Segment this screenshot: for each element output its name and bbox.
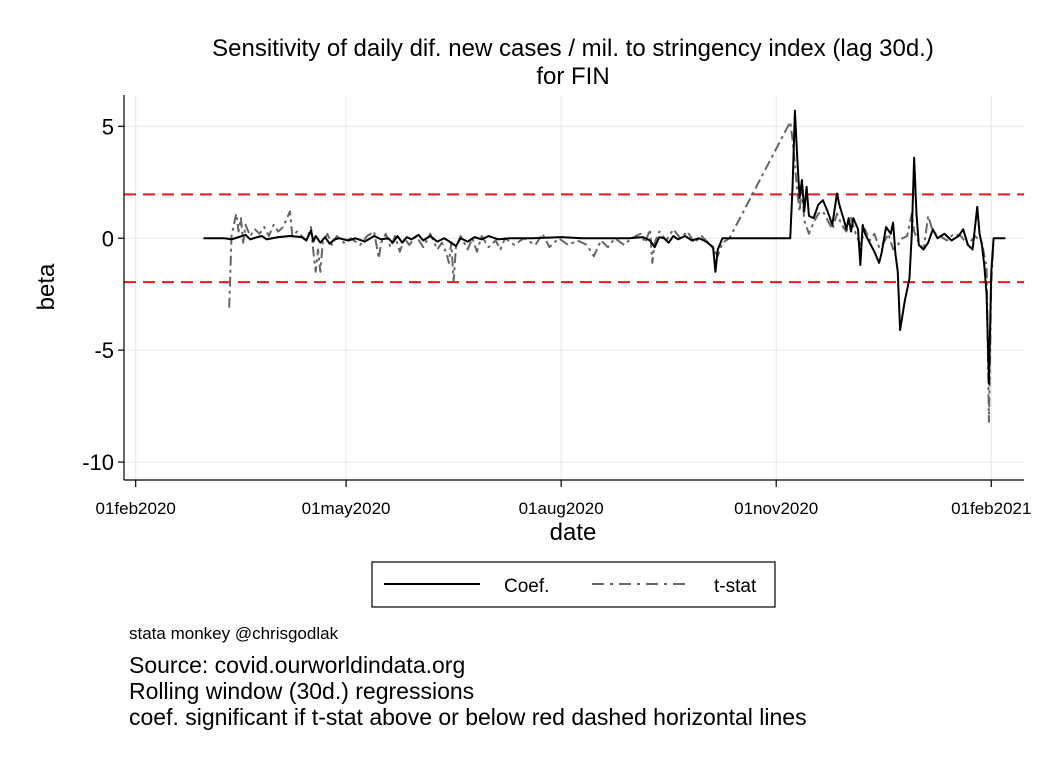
- method-note: Rolling window (30d.) regressions: [129, 678, 475, 704]
- legend-label-coef: Coef.: [504, 576, 549, 597]
- series-line-tstat: [228, 120, 995, 423]
- y-tick-label: -5: [94, 338, 114, 363]
- reference-lines: [124, 193, 1024, 284]
- series-line-coef: [203, 109, 1006, 385]
- legend: Coef. t-stat: [371, 561, 776, 608]
- x-tick-label: 01feb2021: [951, 499, 1031, 518]
- y-tick-label: 5: [102, 114, 114, 139]
- x-tick-label: 01aug2020: [519, 499, 604, 518]
- footer-notes: stata monkey @chrisgodlak Source: covid.…: [129, 624, 807, 730]
- y-tick-label: -10: [82, 450, 114, 475]
- chart-subtitle: for FIN: [536, 63, 609, 90]
- credit-note: stata monkey @chrisgodlak: [129, 624, 339, 643]
- chart-title: Sensitivity of daily dif. new cases / mi…: [212, 35, 934, 62]
- x-axis-label: date: [550, 519, 597, 546]
- axis-layer: 5 0 -5 -10 01feb2020 01may2020 01aug2020 01nov2…: [82, 95, 1031, 518]
- legend-label-tstat: t-stat: [714, 576, 757, 597]
- x-tick-label: 01nov2020: [734, 499, 818, 518]
- series-layer: [203, 109, 1006, 423]
- y-tick-label: 0: [102, 226, 114, 251]
- source-note: Source: covid.ourworldindata.org: [129, 652, 466, 678]
- x-tick-label: 01may2020: [302, 499, 391, 518]
- x-tick-label: 01feb2020: [96, 499, 176, 518]
- y-axis-label: beta: [33, 263, 60, 310]
- grid-layer: [124, 95, 1024, 480]
- significance-note: coef. significant if t-stat above or bel…: [129, 704, 807, 730]
